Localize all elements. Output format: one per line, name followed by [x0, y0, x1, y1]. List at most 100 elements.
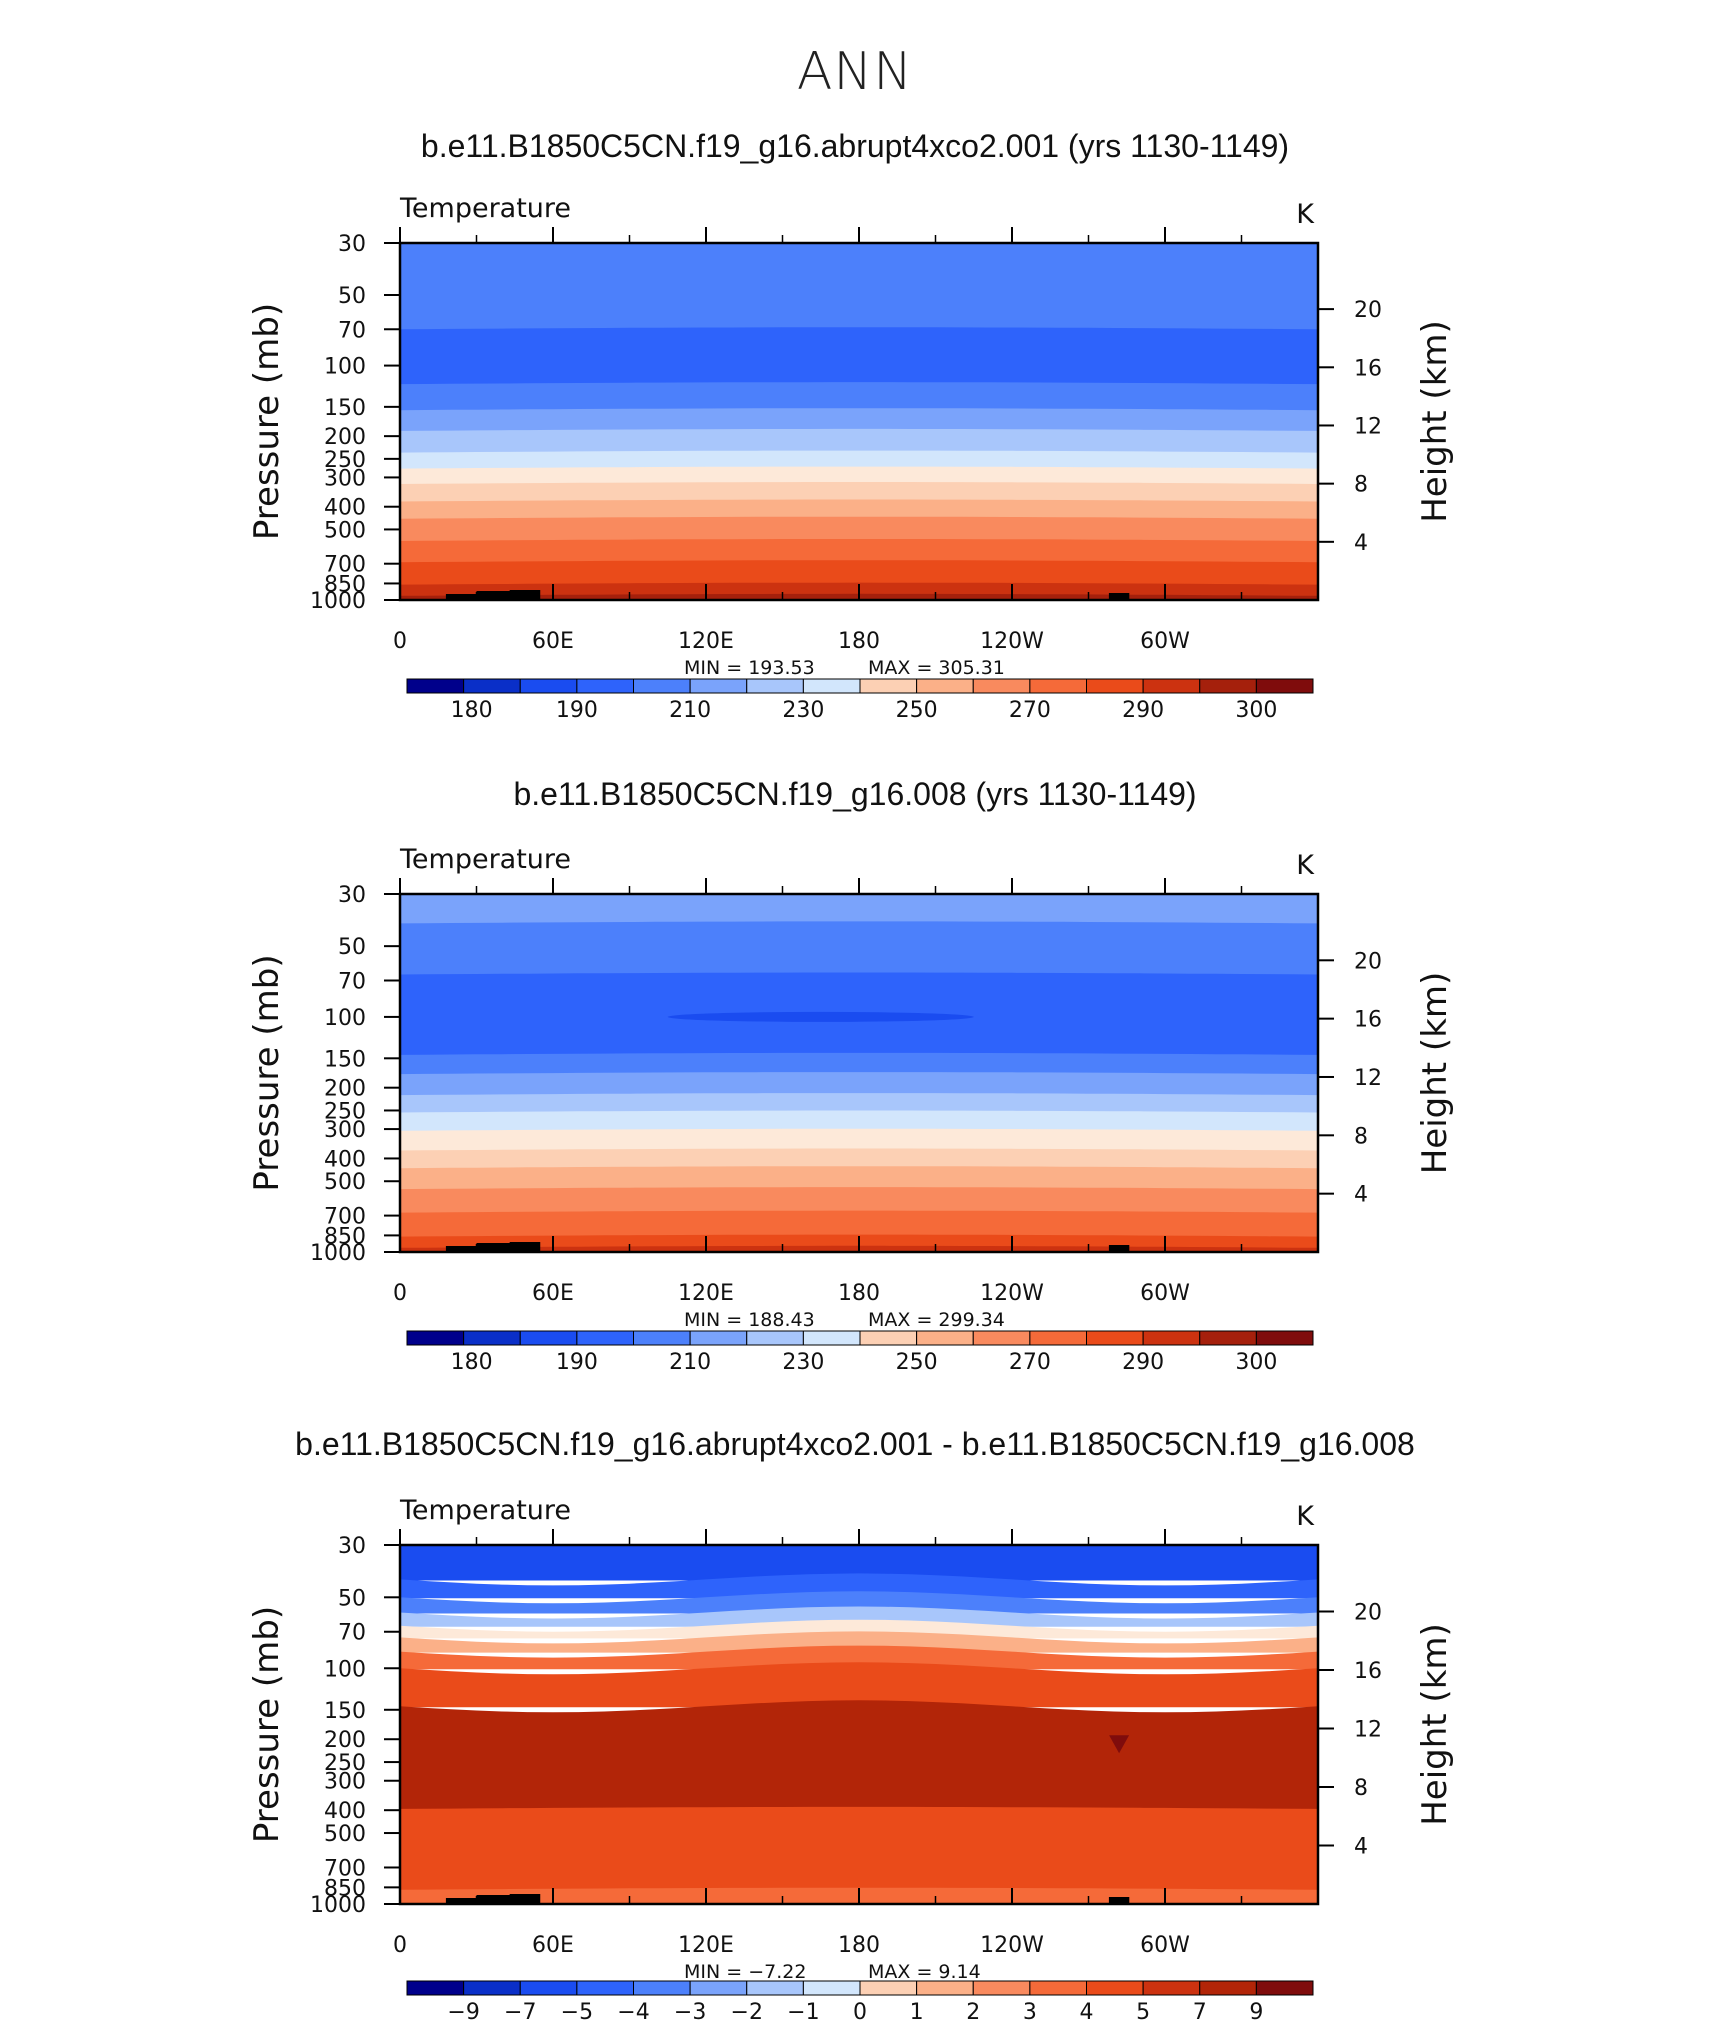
- y-tick-label: 1000: [310, 1893, 366, 1918]
- units-label: K: [1296, 199, 1315, 230]
- units-label: K: [1296, 1501, 1315, 1532]
- colorbar-label: 1: [910, 2000, 924, 2025]
- y2-tick-label: 12: [1354, 414, 1382, 439]
- x-tick-label: 120W: [980, 1933, 1044, 1958]
- colorbar-box: [802, 1980, 861, 1996]
- x-tick-label: 120E: [678, 1281, 734, 1306]
- contour-band: [400, 1631, 1318, 1653]
- contour-band: [400, 1700, 1318, 1810]
- contour-band: [400, 1148, 1318, 1170]
- contour-band: [400, 499, 1318, 520]
- contour-band: [400, 1187, 1318, 1214]
- y-tick-label: 300: [324, 466, 366, 491]
- y-tick-label: 200: [324, 1077, 366, 1102]
- x-tick-label: 60W: [1140, 1281, 1190, 1306]
- y-tick-label: 400: [324, 1147, 366, 1172]
- y-tick-label: 70: [338, 318, 366, 343]
- colorbar-box: [1255, 678, 1314, 694]
- contour-band: [400, 539, 1318, 564]
- max-label: MAX = 299.34: [868, 1309, 1005, 1331]
- y2-tick-label: 16: [1354, 1659, 1382, 1684]
- colorbar-box: [463, 1980, 521, 1996]
- y-axis-label: Pressure (mb): [247, 954, 287, 1191]
- y-tick-label: 150: [324, 1699, 366, 1724]
- y-tick-label: 500: [324, 518, 366, 543]
- contour-band: [400, 1619, 1318, 1639]
- y2-axis-label: Height (km): [1415, 320, 1455, 523]
- y2-axis-label: Height (km): [1415, 1623, 1455, 1826]
- plot-area: [400, 1545, 1318, 1904]
- contour-band: [400, 1591, 1318, 1614]
- colorbar-label: 5: [1136, 2000, 1150, 2025]
- x-tick-label: 120E: [678, 629, 734, 654]
- colorbar-label: 180: [451, 1350, 493, 1375]
- contour-band: [400, 482, 1318, 503]
- y-axis-label: Pressure (mb): [247, 303, 287, 540]
- topography: [476, 1243, 513, 1252]
- y-tick-label: 30: [338, 1534, 366, 1559]
- contour-band: [400, 921, 1318, 976]
- y-axis-label: Pressure (mb): [247, 1606, 287, 1843]
- colorbar-box: [916, 1980, 974, 1996]
- colorbar-label: 290: [1122, 1350, 1164, 1375]
- colorbar-label: 250: [896, 698, 938, 723]
- topography: [1108, 1245, 1130, 1252]
- topography: [445, 1898, 487, 1904]
- variable-label: Temperature: [399, 1495, 571, 1526]
- colorbar-label: 190: [556, 698, 598, 723]
- contour-band: [400, 1645, 1318, 1670]
- contour-band: [400, 1573, 1318, 1599]
- y-tick-label: 150: [324, 1047, 366, 1072]
- chart-panel-1: 0 60E 120E 180 120W 60W3050701001502002503004…: [247, 193, 1455, 723]
- min-label: MIN = 188.43: [684, 1309, 815, 1331]
- colorbar-label: −7: [504, 2000, 536, 2025]
- contour-band: [400, 516, 1318, 542]
- contour-band: [400, 1662, 1318, 1708]
- colorbar-label: −2: [731, 2000, 763, 2025]
- variable-label: Temperature: [399, 844, 571, 875]
- topography: [1108, 1897, 1130, 1904]
- colorbar-box: [406, 1980, 465, 1996]
- colorbar-label: −5: [561, 2000, 593, 2025]
- x-tick-label: 60E: [532, 629, 574, 654]
- contour-band: [400, 1072, 1318, 1097]
- y2-tick-label: 12: [1354, 1717, 1382, 1742]
- y2-tick-label: 8: [1354, 1776, 1368, 1801]
- colorbar-box: [972, 1980, 1031, 1996]
- y-tick-label: 500: [324, 1170, 366, 1195]
- topography: [1108, 593, 1130, 600]
- contour-band: [400, 243, 1318, 331]
- y-tick-label: 300: [324, 1770, 366, 1795]
- contour-band: [400, 466, 1318, 485]
- panel-title: b.e11.B1850C5CN.f19_g16.abrupt4xco2.001 …: [295, 1426, 1415, 1462]
- contour-band: [400, 450, 1318, 470]
- y-tick-label: 200: [324, 1728, 366, 1753]
- colorbar-label: 190: [556, 1350, 598, 1375]
- cold-core-contour: [667, 1011, 974, 1022]
- colorbar-box: [576, 1980, 634, 1996]
- y-tick-label: 100: [324, 1006, 366, 1031]
- x-tick-label: 60E: [532, 1281, 574, 1306]
- y-tick-label: 700: [324, 1856, 366, 1881]
- colorbar-label: 290: [1122, 698, 1164, 723]
- colorbar-box: [1142, 1980, 1201, 1996]
- colorbar-label: 230: [782, 1350, 824, 1375]
- contour-band: [400, 382, 1318, 412]
- max-label: MAX = 305.31: [868, 657, 1005, 679]
- y2-tick-label: 12: [1354, 1066, 1382, 1091]
- x-tick-label: 0: [393, 1933, 407, 1958]
- colorbar-label: 9: [1249, 2000, 1263, 2025]
- colorbar-label: 230: [782, 698, 824, 723]
- y-tick-label: 100: [324, 355, 366, 380]
- x-tick-label: 180: [838, 629, 880, 654]
- topography: [445, 1246, 487, 1252]
- contour-band: [400, 1806, 1318, 1891]
- contour-band: [400, 327, 1318, 386]
- topography: [509, 1894, 541, 1904]
- x-tick-label: 180: [838, 1281, 880, 1306]
- topography: [476, 1895, 513, 1904]
- min-label: MIN = 193.53: [684, 657, 815, 679]
- contour-band: [400, 1128, 1318, 1152]
- contour-band: [400, 1093, 1318, 1114]
- units-label: K: [1296, 850, 1315, 881]
